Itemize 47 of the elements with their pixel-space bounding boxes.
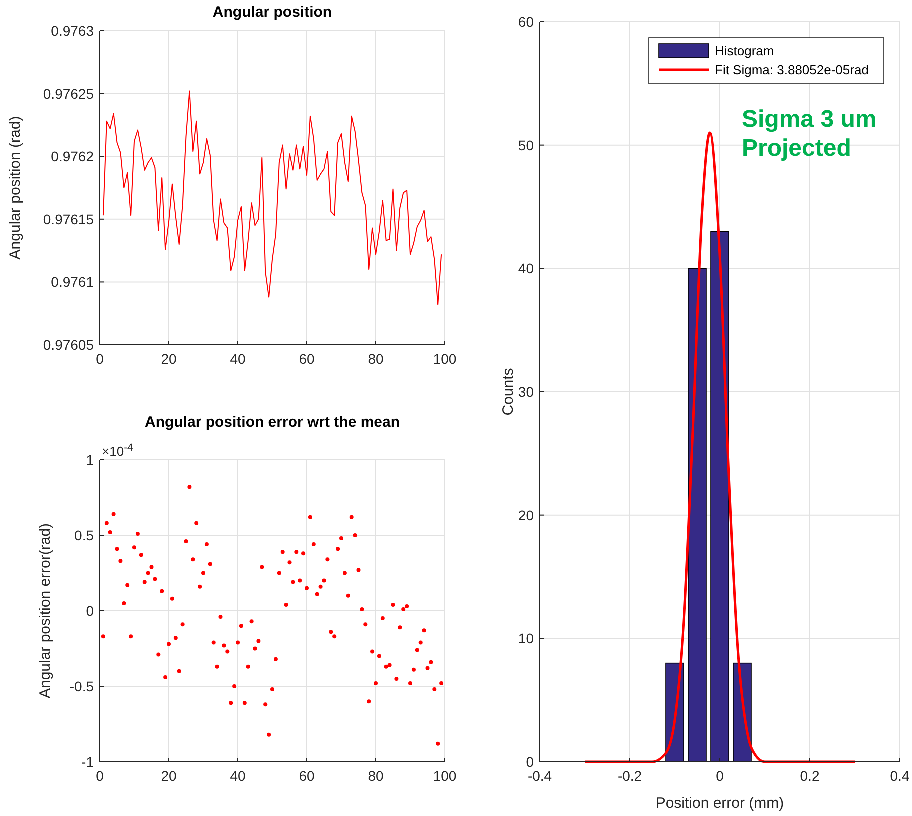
y-tick-label: -0.5 [70,678,94,694]
y-tick-label: 0.97615 [43,211,94,228]
line-series [584,132,856,764]
line-series [102,90,442,306]
x-tick-label: 0.4 [890,768,910,784]
x-tick-label: 0 [716,768,724,784]
y-axis-title: Counts [500,368,517,416]
y-axis-title: Angular position error(rad) [37,523,54,699]
y-tick-label: 0.9763 [51,23,94,39]
text: ×10$^{-4}$ [102,442,134,459]
y-tick-label: 40 [518,260,534,277]
y-tick-label: -1 [82,754,94,770]
x-tick-label: 80 [368,351,384,367]
y-tick-label: 0.9761 [51,274,94,290]
annotation: Sigma 3 um Projected [742,106,877,162]
x-tick-label: 60 [299,768,315,784]
y-tick-label: 60 [518,14,534,30]
y-tick-label: 30 [518,384,534,400]
x-tick-label: 0 [96,351,104,367]
chart-title: Angular position error wrt the mean [144,414,400,431]
y-tick-label: 50 [518,137,534,154]
x-tick-label: 60 [299,351,315,367]
x-tick-label: 0.2 [800,768,820,784]
chart-title: Angular position [212,4,332,21]
x-axis-title: Position error (mm) [656,795,784,812]
x-tick-label: 40 [230,351,246,367]
x-tick-label: -0.2 [618,768,642,784]
y-tick-label: 0.5 [74,528,94,544]
y-tick-label: 20 [518,507,534,524]
x-tick-label: 100 [433,768,457,784]
y-tick-label: 0 [526,754,534,770]
y-tick-label: 10 [518,630,534,647]
y-tick-label: 0.97605 [43,337,94,353]
x-tick-label: 80 [368,768,384,784]
legend-label: Fit Sigma: 3.88052e-05rad [715,62,869,78]
x-tick-label: 100 [433,351,457,367]
y-tick-label: 0 [86,603,94,619]
legend-label: Histogram [715,44,774,58]
y-tick-label: 0.97625 [43,86,94,102]
x-tick-label: 20 [161,768,177,784]
x-tick-label: 0 [96,768,104,784]
y-axis-title: Angular position (rad) [7,116,24,260]
x-tick-label: 20 [161,351,177,367]
x-tick-label: 40 [230,768,246,784]
y-tick-label: 0.9762 [51,148,94,165]
x-tick-label: -0.4 [528,768,552,784]
y-tick-label: 1 [86,452,94,468]
